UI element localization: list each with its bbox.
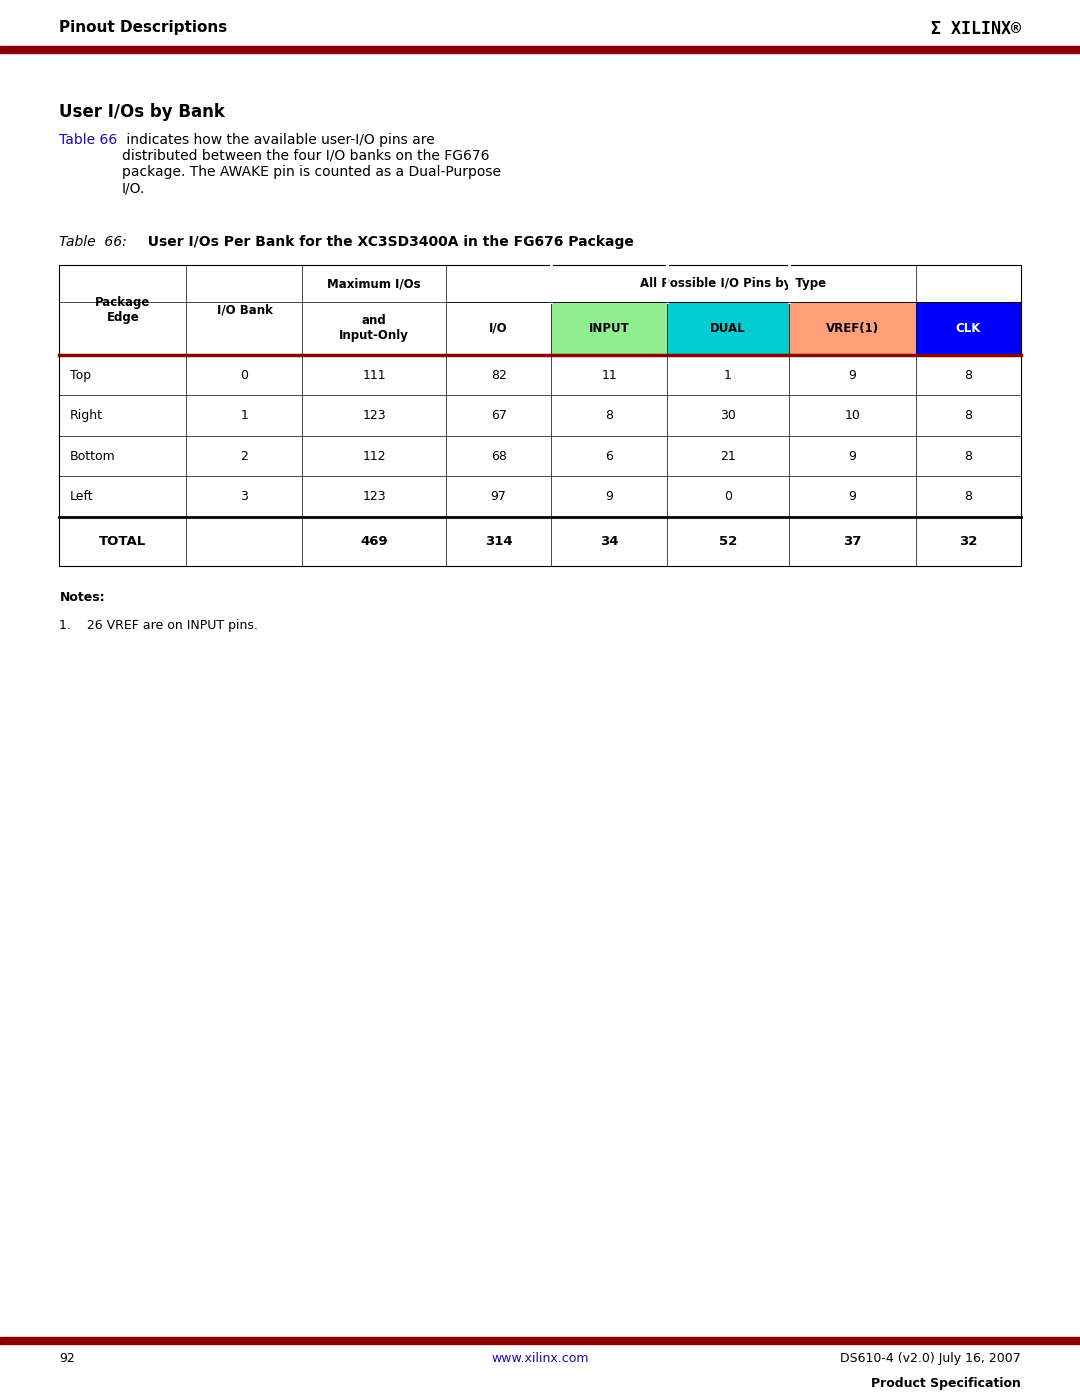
Text: 11: 11 bbox=[602, 369, 617, 381]
Text: INPUT: INPUT bbox=[589, 321, 630, 335]
Text: 8: 8 bbox=[964, 409, 972, 422]
Text: www.xilinx.com: www.xilinx.com bbox=[491, 1352, 589, 1365]
Text: Pinout Descriptions: Pinout Descriptions bbox=[59, 20, 228, 35]
Text: 30: 30 bbox=[720, 409, 735, 422]
Text: 67: 67 bbox=[490, 409, 507, 422]
Text: Table  66:: Table 66: bbox=[59, 235, 127, 249]
Text: 10: 10 bbox=[845, 409, 860, 422]
Text: DUAL: DUAL bbox=[710, 321, 745, 335]
Text: I/O: I/O bbox=[489, 321, 508, 335]
Text: 2: 2 bbox=[241, 450, 248, 462]
Text: Product Specification: Product Specification bbox=[870, 1377, 1021, 1390]
Text: 1: 1 bbox=[241, 409, 248, 422]
Text: 97: 97 bbox=[490, 490, 507, 503]
Text: 0: 0 bbox=[241, 369, 248, 381]
Text: User I/Os Per Bank for the XC3SD3400A in the FG676 Package: User I/Os Per Bank for the XC3SD3400A in… bbox=[138, 235, 634, 249]
Text: 32: 32 bbox=[959, 535, 977, 548]
Text: indicates how the available user-I/O pins are
distributed between the four I/O b: indicates how the available user-I/O pin… bbox=[122, 133, 501, 196]
Text: Right: Right bbox=[70, 409, 104, 422]
Text: 112: 112 bbox=[363, 450, 386, 462]
Text: 111: 111 bbox=[363, 369, 386, 381]
Text: 9: 9 bbox=[848, 490, 856, 503]
Text: Top: Top bbox=[70, 369, 92, 381]
Text: I/O Bank: I/O Bank bbox=[216, 303, 272, 317]
Text: 1.    26 VREF are on INPUT pins.: 1. 26 VREF are on INPUT pins. bbox=[59, 619, 258, 631]
Text: 469: 469 bbox=[361, 535, 388, 548]
Text: CLK: CLK bbox=[956, 321, 981, 335]
Text: Maximum I/Os: Maximum I/Os bbox=[327, 277, 421, 291]
Text: 21: 21 bbox=[720, 450, 735, 462]
Text: Table 66: Table 66 bbox=[59, 133, 118, 147]
Text: Σ XILINX®: Σ XILINX® bbox=[931, 20, 1021, 38]
Bar bbox=[788, 302, 916, 355]
Text: User I/Os by Bank: User I/Os by Bank bbox=[59, 103, 226, 122]
Bar bbox=[551, 302, 667, 355]
Text: 314: 314 bbox=[485, 535, 512, 548]
Bar bbox=[667, 302, 788, 355]
Text: 8: 8 bbox=[964, 369, 972, 381]
Text: DS610-4 (v2.0) July 16, 2007: DS610-4 (v2.0) July 16, 2007 bbox=[840, 1352, 1021, 1365]
Text: Bottom: Bottom bbox=[70, 450, 116, 462]
Text: 8: 8 bbox=[964, 450, 972, 462]
Text: All Possible I/O Pins by Type: All Possible I/O Pins by Type bbox=[640, 277, 826, 291]
Text: 9: 9 bbox=[848, 450, 856, 462]
Text: Notes:: Notes: bbox=[59, 591, 105, 604]
Text: and
Input-Only: and Input-Only bbox=[339, 314, 409, 342]
Text: 9: 9 bbox=[848, 369, 856, 381]
Text: 52: 52 bbox=[718, 535, 737, 548]
Text: 92: 92 bbox=[59, 1352, 76, 1365]
Bar bbox=[916, 302, 1021, 355]
Text: Package
Edge: Package Edge bbox=[95, 296, 150, 324]
Text: 1: 1 bbox=[724, 369, 732, 381]
Text: 6: 6 bbox=[605, 450, 613, 462]
Text: 0: 0 bbox=[724, 490, 732, 503]
Text: 82: 82 bbox=[490, 369, 507, 381]
Text: TOTAL: TOTAL bbox=[99, 535, 147, 548]
Text: 34: 34 bbox=[599, 535, 619, 548]
Text: 8: 8 bbox=[605, 409, 613, 422]
Text: Left: Left bbox=[70, 490, 94, 503]
Text: VREF(1): VREF(1) bbox=[825, 321, 879, 335]
Text: 37: 37 bbox=[842, 535, 862, 548]
Text: 8: 8 bbox=[964, 490, 972, 503]
Text: 123: 123 bbox=[363, 409, 386, 422]
Text: 3: 3 bbox=[241, 490, 248, 503]
Text: 9: 9 bbox=[605, 490, 613, 503]
Bar bbox=[0, 46, 1080, 53]
Text: 68: 68 bbox=[490, 450, 507, 462]
Text: 123: 123 bbox=[363, 490, 386, 503]
Bar bbox=[0, 1337, 1080, 1344]
